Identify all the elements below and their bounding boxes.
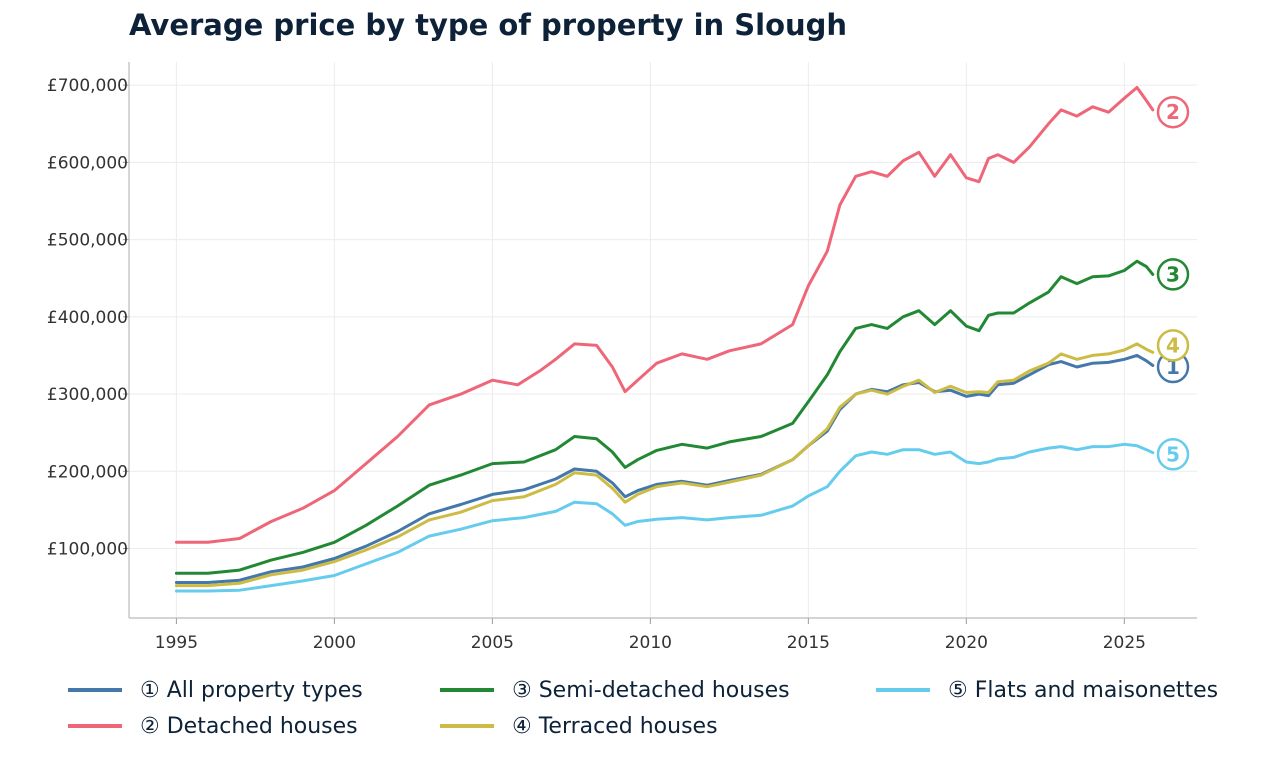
series-line-5 — [174, 442, 1155, 593]
y-tick-label: £700,000 — [47, 76, 128, 96]
legend-label: ③ Semi-detached houses — [512, 677, 790, 703]
y-tick-label: £100,000 — [47, 540, 128, 560]
x-tick-label: 2020 — [945, 633, 988, 653]
legend-item-4: ④ Terraced houses — [440, 712, 876, 740]
legend-item-5: ⑤ Flats and maisonettes — [876, 676, 1218, 704]
end-label-number: 4 — [1166, 333, 1180, 357]
y-tick-label: £400,000 — [47, 308, 128, 328]
legend-item-2: ② Detached houses — [68, 712, 440, 740]
legend-swatch — [440, 688, 494, 692]
legend-swatch — [68, 688, 122, 692]
end-label-number: 5 — [1166, 442, 1180, 466]
end-label-number: 2 — [1166, 100, 1180, 124]
y-tick-label: £600,000 — [47, 153, 128, 173]
legend-label: ① All property types — [140, 677, 363, 703]
x-tick-label: 2025 — [1103, 633, 1146, 653]
end-label-3: 3 — [1156, 258, 1190, 291]
series-lines — [174, 86, 1155, 593]
end-label-circle — [1156, 258, 1190, 291]
legend-label: ④ Terraced houses — [512, 713, 718, 739]
axes: 1995 2000 2005 2010 2015 2020 2025 £100,000 £200… — [47, 62, 1197, 653]
end-label-circle — [1156, 95, 1190, 129]
series-line-4 — [174, 342, 1155, 588]
end-label-5: 5 — [1156, 438, 1190, 471]
x-tick-label: 2005 — [471, 633, 514, 653]
chart-title: Average price by type of property in Slo… — [129, 8, 848, 42]
x-tick-label: 1995 — [155, 633, 198, 653]
y-tick-label: £200,000 — [47, 462, 128, 482]
end-label-circle — [1156, 438, 1190, 471]
legend-label: ② Detached houses — [140, 713, 358, 739]
legend-swatch — [876, 688, 930, 692]
y-tick-label: £300,000 — [47, 385, 128, 405]
legend-item-1: ① All property types — [68, 676, 440, 704]
series-line-2 — [174, 86, 1155, 544]
legend-swatch — [440, 724, 494, 728]
x-tick-label: 2000 — [313, 633, 356, 653]
legend: ① All property types ② Detached houses ③ S… — [68, 676, 1218, 740]
legend-item-3: ③ Semi-detached houses — [440, 676, 876, 704]
y-tick-label: £500,000 — [47, 231, 128, 251]
series-line-3 — [174, 259, 1155, 575]
legend-swatch — [68, 724, 122, 728]
x-tick-label: 2010 — [629, 633, 672, 653]
legend-label: ⑤ Flats and maisonettes — [948, 677, 1219, 703]
end-label-2: 2 — [1156, 95, 1190, 129]
end-label-4: 4 — [1156, 329, 1190, 362]
end-label-number: 3 — [1166, 262, 1180, 286]
x-tick-label: 2015 — [787, 633, 830, 653]
grid-lines — [129, 62, 1197, 618]
end-label-circle — [1156, 329, 1190, 362]
